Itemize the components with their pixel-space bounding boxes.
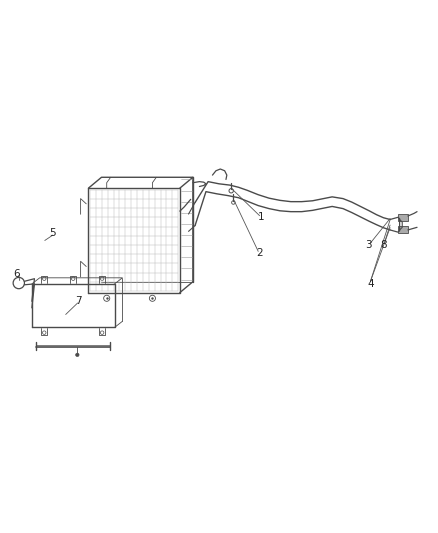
Circle shape: [76, 353, 79, 357]
Text: 6: 6: [14, 269, 21, 279]
Text: 3: 3: [365, 240, 372, 250]
Text: 4: 4: [367, 279, 374, 289]
Text: 7: 7: [74, 296, 81, 306]
Text: 8: 8: [380, 240, 387, 250]
Text: 2: 2: [256, 248, 263, 258]
Bar: [398, 227, 408, 233]
Text: 5: 5: [49, 228, 56, 238]
Bar: [398, 214, 408, 221]
Text: 1: 1: [258, 212, 265, 222]
